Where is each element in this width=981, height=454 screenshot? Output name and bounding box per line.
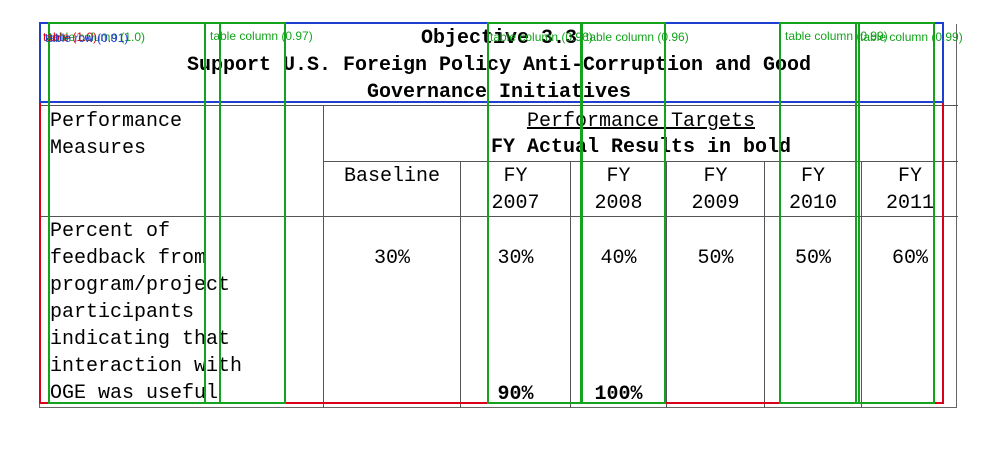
measure-line: feedback from [50,247,207,270]
target-fy2010: 50% [794,247,831,270]
column-header-line-1: FY [897,165,922,188]
target-fy2009: 50% [697,247,734,270]
column-header-fy2007: FY 2007 [461,163,570,217]
column-header-line-1: FY [606,165,631,188]
title-line-1: Objective 3.3 [420,27,578,50]
measure-line: indicating that [50,328,231,351]
column-header-fy2011: FY 2011 [862,163,958,217]
measure-description: Percent of feedback from program/project… [50,218,310,407]
target-fy2007: 30% [497,247,534,270]
column-header-line-1: FY [703,165,728,188]
targets-header: Performance Targets [324,108,958,135]
column-header-fy2008: FY 2008 [571,163,666,217]
actual-fy2008: 100% [594,383,643,406]
title-line-3: Governance Initiatives [366,81,632,104]
target-baseline: 30% [373,247,410,270]
divider-under-title [40,105,958,106]
targets-subheader: FY Actual Results in bold [490,136,792,159]
measures-header: Performance Measures [50,108,310,162]
divider-under-headers [40,216,958,217]
column-header-line-2: 2007 [491,192,540,215]
divider-col-2 [570,162,571,408]
column-header-fy2009: FY 2009 [667,163,764,217]
measure-line: program/project [50,274,231,297]
column-header-fy2010: FY 2010 [765,163,861,217]
column-header-line-1: FY [503,165,528,188]
measure-line: participants [50,301,195,324]
column-header-line-1: Baseline [343,165,440,188]
measure-line: Percent of [50,220,171,243]
column-header-line-2: 2011 [885,192,934,215]
actual-fy2007: 90% [497,383,534,406]
divider-col-1 [460,162,461,408]
divider-col-5 [861,162,862,408]
measure-line: interaction with [50,355,243,378]
document-table: Objective 3.3 Support U.S. Foreign Polic… [39,24,958,408]
measures-header-line-1: Performance [50,110,183,133]
column-header-line-2: 2009 [691,192,740,215]
divider-col-3 [666,162,667,408]
targets-header-text: Performance Targets [526,110,756,133]
divider-under-targets [323,161,958,162]
table-title-block: Objective 3.3 Support U.S. Foreign Polic… [40,24,958,106]
divider-measures [323,106,324,408]
column-header-line-2: 2010 [788,192,837,215]
column-header-line-2: 2008 [594,192,643,215]
column-header-line-1: FY [800,165,825,188]
divider-col-4 [764,162,765,408]
target-fy2008: 40% [600,247,637,270]
column-header-baseline: Baseline [324,163,460,190]
measure-line: OGE was useful [50,382,219,405]
measures-header-line-2: Measures [50,137,147,160]
target-fy2011: 60% [891,247,928,270]
title-line-2: Support U.S. Foreign Policy Anti-Corrupt… [186,54,812,77]
